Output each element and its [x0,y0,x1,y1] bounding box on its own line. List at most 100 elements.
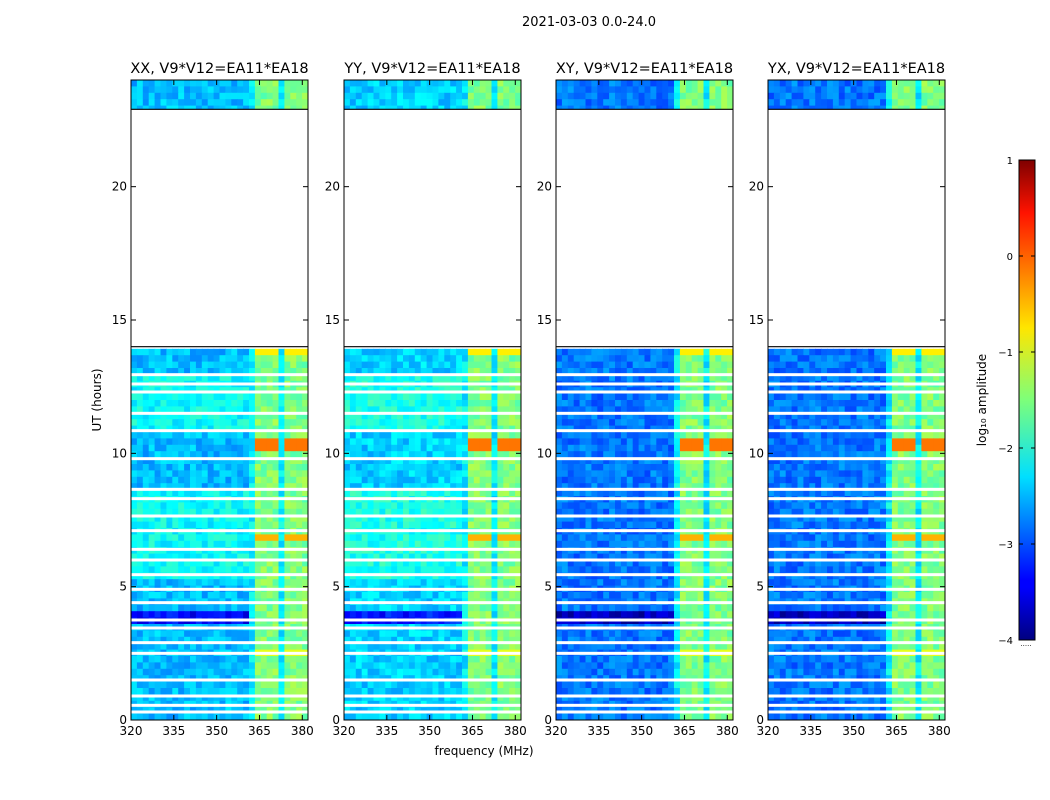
x-tick-label: 350 [842,724,865,738]
flagged-row [131,497,308,501]
flagged-row [131,618,308,622]
flagged-row [556,547,733,551]
y-tick-label: 5 [332,580,340,594]
flagged-row [131,651,308,655]
y-axis-label: UT (hours) [90,368,104,431]
colorbar-tick-label: 1 [1007,156,1013,167]
flagged-row [768,411,945,415]
y-tick-label: 10 [537,446,552,460]
x-tick-label: 350 [205,724,228,738]
x-tick-label: 320 [757,724,780,738]
flagged-row [131,558,308,562]
panel-1: XX, V9*V12=EA11*EA18 320 335 350 365 380 0 5 10 1… [112,61,314,738]
flagged-row [344,373,521,377]
flagged-row [556,497,733,501]
flagged-row [556,573,733,577]
x-tick-label: 335 [799,724,822,738]
y-tick-label: 0 [332,713,340,727]
y-tick-label: 15 [325,313,340,327]
flagged-row [768,601,945,605]
flagged-row [556,678,733,682]
flagged-row [131,411,308,415]
flagged-row [131,547,308,551]
flagged-row [768,457,945,461]
flagged-row [768,429,945,433]
y-tick-label: 15 [537,313,552,327]
flagged-row [556,601,733,605]
x-tick-label: 350 [418,724,441,738]
y-tick-label: 5 [544,580,552,594]
flagged-row [768,497,945,501]
flagged-row [344,601,521,605]
flagged-row [344,703,521,707]
panel-2: YY, V9*V12=EA11*EA18 320 335 350 365 380 0 5 10 1… [325,61,527,738]
panel-4: YX, V9*V12=EA11*EA18 320 335 350 365 380 0 5 10 1… [749,61,951,738]
x-tick-label: 365 [248,724,271,738]
panel-frame [343,79,522,721]
flagged-row [344,573,521,577]
flagged-row [344,651,521,655]
x-tick-label: 380 [716,724,739,738]
flagged-row [131,514,308,518]
flagged-row [768,678,945,682]
flagged-row [131,487,308,491]
y-tick-label: 20 [325,180,340,194]
y-tick-label: 20 [112,180,127,194]
colorbar-tick-label: 0 [1007,252,1013,263]
flagged-row [768,641,945,645]
heatmap-cells [556,80,733,720]
panel-title: YY, V9*V12=EA11*EA18 [343,61,520,77]
flagged-row [344,529,521,533]
panel-3: XY, V9*V12=EA11*EA18 320 335 350 365 380 0 5 10 1… [537,61,739,738]
y-tick-label: 15 [749,313,764,327]
flagged-row [344,457,521,461]
x-tick-label: 335 [162,724,185,738]
flagged-row [768,390,945,394]
flagged-row [344,710,521,714]
data-gap [556,109,733,347]
panel-frame [555,79,734,721]
flagged-row [556,641,733,645]
flagged-row [344,618,521,622]
flagged-row [131,703,308,707]
y-tick-label: 10 [749,446,764,460]
flagged-row [768,694,945,698]
figure-suptitle: 2021-03-03 0.0-24.0 [522,15,656,30]
colorbar-tick-label: −3 [998,540,1013,551]
flagged-row [768,558,945,562]
flagged-row [768,618,945,622]
y-tick-label: 5 [756,580,764,594]
flagged-row [556,514,733,518]
flagged-row [556,429,733,433]
heatmap-cells [131,80,308,720]
x-axis-label: frequency (MHz) [434,744,533,758]
x-tick-label: 365 [885,724,908,738]
colorbar-tick-label: −2 [998,444,1013,455]
colorbar-gradient [1018,159,1036,641]
flagged-row [344,487,521,491]
flagged-row [768,573,945,577]
flagged-row [556,694,733,698]
flagged-row [344,626,521,630]
flagged-row [556,390,733,394]
data-gap [131,109,308,347]
x-tick-label: 380 [928,724,951,738]
x-tick-label: 380 [291,724,314,738]
flagged-row [131,710,308,714]
colorbar-tick-label: −4 [998,636,1013,647]
flagged-row [768,547,945,551]
flagged-row [556,587,733,591]
flagged-row [556,651,733,655]
flagged-row [556,703,733,707]
flagged-row [768,587,945,591]
flagged-row [344,382,521,386]
flagged-row [768,626,945,630]
flagged-row [131,694,308,698]
flagged-row [556,457,733,461]
colorbar-extend-marker: ····· [1020,642,1031,650]
flagged-row [768,514,945,518]
y-tick-label: 0 [119,713,127,727]
flagged-row [556,529,733,533]
flagged-row [131,373,308,377]
